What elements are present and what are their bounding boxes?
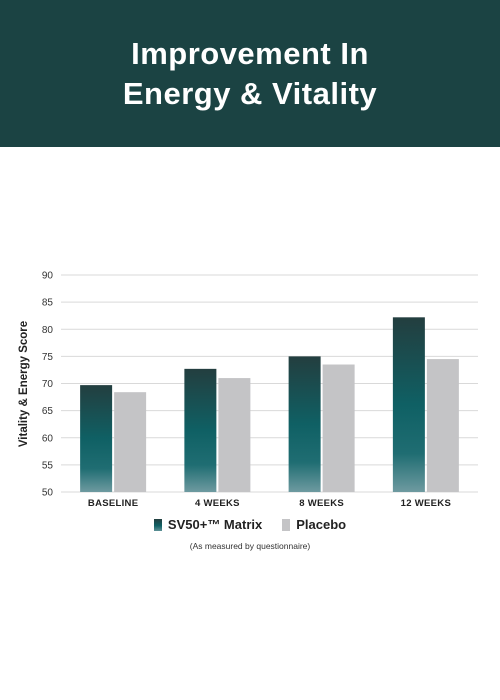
legend-item-sv50: SV50+™ Matrix xyxy=(153,517,263,532)
bar-sv50 xyxy=(288,356,321,492)
y-tick-label: 65 xyxy=(42,406,54,417)
y-tick-label: 60 xyxy=(42,433,54,444)
y-tick-label: 55 xyxy=(42,460,54,471)
x-category-label: 8 WEEKS xyxy=(299,498,344,509)
bar-sv50 xyxy=(392,317,425,492)
y-tick-label: 90 xyxy=(42,271,54,282)
bar-sv50 xyxy=(184,368,217,492)
y-axis-ticks: 50 55 60 65 70 75 80 85 90 xyxy=(42,271,54,499)
y-axis-label: Vitality & Energy Score xyxy=(18,321,30,447)
y-tick-label: 75 xyxy=(42,352,54,363)
legend: SV50+™ Matrix Placebo xyxy=(0,517,500,532)
header-banner: Improvement In Energy & Vitality xyxy=(0,0,500,147)
x-axis-categories: BASELINE 4 WEEKS 8 WEEKS 12 WEEKS xyxy=(88,498,451,509)
x-category-label: 4 WEEKS xyxy=(195,498,240,509)
x-category-label: BASELINE xyxy=(88,498,138,509)
bar-placebo xyxy=(322,364,355,492)
legend-label-sv50: SV50+™ Matrix xyxy=(167,517,263,532)
x-category-label: 12 WEEKS xyxy=(401,498,451,509)
chart-title-line-1: Improvement In xyxy=(131,35,369,71)
bar-placebo xyxy=(426,359,459,492)
legend-swatch-sv50 xyxy=(153,518,162,531)
bars xyxy=(80,317,459,492)
chart-title-line-2: Energy & Vitality xyxy=(122,75,378,111)
measurement-note: (As measured by questionnaire) xyxy=(189,541,311,551)
bar-placebo xyxy=(114,392,147,492)
legend-label-placebo: Placebo xyxy=(296,517,347,532)
y-tick-label: 85 xyxy=(42,298,54,309)
legend-swatch-placebo xyxy=(282,518,291,531)
y-tick-label: 50 xyxy=(42,488,54,499)
bar-placebo xyxy=(218,378,251,492)
legend-item-placebo: Placebo xyxy=(282,517,346,532)
y-tick-label: 80 xyxy=(42,325,54,336)
y-tick-label: 70 xyxy=(42,379,54,390)
bar-sv50 xyxy=(80,385,113,492)
